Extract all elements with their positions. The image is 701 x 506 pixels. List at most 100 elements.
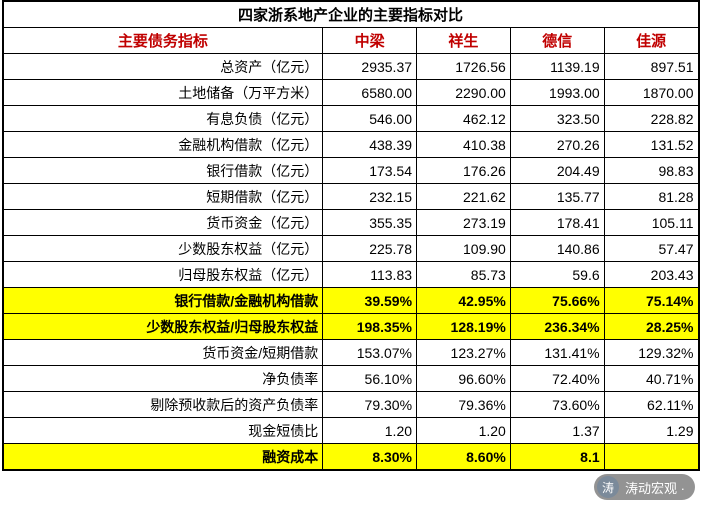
- row-value: 270.26: [510, 132, 604, 158]
- row-value: 438.39: [323, 132, 417, 158]
- row-label: 金融机构借款（亿元）: [3, 132, 323, 158]
- row-value: 462.12: [417, 106, 511, 132]
- row-value: 323.50: [510, 106, 604, 132]
- row-value: 1.37: [510, 418, 604, 444]
- row-label: 归母股东权益（亿元）: [3, 262, 323, 288]
- row-value: 410.38: [417, 132, 511, 158]
- header-label: 主要债务指标: [3, 28, 323, 54]
- row-value: 1993.00: [510, 80, 604, 106]
- row-value: 135.77: [510, 184, 604, 210]
- row-value: 2935.37: [323, 54, 417, 80]
- table-title-row: 四家浙系地产企业的主要指标对比: [3, 2, 698, 28]
- table-row: 货币资金/短期借款153.07%123.27%131.41%129.32%: [3, 340, 698, 366]
- row-value: 153.07%: [323, 340, 417, 366]
- row-value: 75.14%: [604, 288, 698, 314]
- row-value: 1.20: [417, 418, 511, 444]
- row-value: 8.30%: [323, 444, 417, 470]
- table-row: 土地储备（万平方米）6580.002290.001993.001870.00: [3, 80, 698, 106]
- row-label: 剔除预收款后的资产负债率: [3, 392, 323, 418]
- row-value: 546.00: [323, 106, 417, 132]
- row-value: 2290.00: [417, 80, 511, 106]
- row-label: 有息负债（亿元）: [3, 106, 323, 132]
- row-value: 72.40%: [510, 366, 604, 392]
- table-row: 少数股东权益/归母股东权益198.35%128.19%236.34%28.25%: [3, 314, 698, 340]
- row-value: 28.25%: [604, 314, 698, 340]
- row-value: 204.49: [510, 158, 604, 184]
- row-label: 货币资金/短期借款: [3, 340, 323, 366]
- row-value: 59.6: [510, 262, 604, 288]
- row-value: 897.51: [604, 54, 698, 80]
- row-value: 176.26: [417, 158, 511, 184]
- row-value: 203.43: [604, 262, 698, 288]
- row-value: 113.83: [323, 262, 417, 288]
- row-label: 总资产（亿元）: [3, 54, 323, 80]
- row-value: 98.83: [604, 158, 698, 184]
- row-value: 8.60%: [417, 444, 511, 470]
- watermark: 涛 涛动宏观 ·: [594, 474, 695, 500]
- table-row: 净负债率56.10%96.60%72.40%40.71%: [3, 366, 698, 392]
- row-value: 225.78: [323, 236, 417, 262]
- row-value: 140.86: [510, 236, 604, 262]
- comparison-table: 四家浙系地产企业的主要指标对比主要债务指标中梁祥生德信佳源总资产（亿元）2935…: [3, 1, 699, 470]
- table-row: 短期借款（亿元）232.15221.62135.7781.28: [3, 184, 698, 210]
- table-row: 归母股东权益（亿元）113.8385.7359.6203.43: [3, 262, 698, 288]
- row-value: [604, 444, 698, 470]
- row-label: 现金短债比: [3, 418, 323, 444]
- table-row: 有息负债（亿元）546.00462.12323.50228.82: [3, 106, 698, 132]
- header-col: 佳源: [604, 28, 698, 54]
- row-value: 198.35%: [323, 314, 417, 340]
- row-value: 79.36%: [417, 392, 511, 418]
- row-value: 178.41: [510, 210, 604, 236]
- row-label: 土地储备（万平方米）: [3, 80, 323, 106]
- table-row: 总资产（亿元）2935.371726.561139.19897.51: [3, 54, 698, 80]
- row-label: 少数股东权益/归母股东权益: [3, 314, 323, 340]
- table-row: 金融机构借款（亿元）438.39410.38270.26131.52: [3, 132, 698, 158]
- header-col: 德信: [510, 28, 604, 54]
- row-value: 236.34%: [510, 314, 604, 340]
- row-value: 85.73: [417, 262, 511, 288]
- row-value: 355.35: [323, 210, 417, 236]
- row-value: 105.11: [604, 210, 698, 236]
- row-label: 短期借款（亿元）: [3, 184, 323, 210]
- row-value: 123.27%: [417, 340, 511, 366]
- row-value: 81.28: [604, 184, 698, 210]
- table-row: 货币资金（亿元）355.35273.19178.41105.11: [3, 210, 698, 236]
- row-value: 73.60%: [510, 392, 604, 418]
- row-value: 228.82: [604, 106, 698, 132]
- row-value: 232.15: [323, 184, 417, 210]
- row-value: 1870.00: [604, 80, 698, 106]
- watermark-icon-text: 涛: [602, 479, 614, 496]
- watermark-text: 涛动宏观 ·: [625, 478, 685, 497]
- row-value: 56.10%: [323, 366, 417, 392]
- table-title: 四家浙系地产企业的主要指标对比: [3, 2, 698, 28]
- row-label: 银行借款（亿元）: [3, 158, 323, 184]
- row-value: 109.90: [417, 236, 511, 262]
- row-label: 货币资金（亿元）: [3, 210, 323, 236]
- row-value: 57.47: [604, 236, 698, 262]
- row-value: 1.29: [604, 418, 698, 444]
- row-value: 273.19: [417, 210, 511, 236]
- row-value: 1726.56: [417, 54, 511, 80]
- row-value: 75.66%: [510, 288, 604, 314]
- row-value: 1.20: [323, 418, 417, 444]
- header-col: 祥生: [417, 28, 511, 54]
- row-value: 221.62: [417, 184, 511, 210]
- row-value: 39.59%: [323, 288, 417, 314]
- row-value: 62.11%: [604, 392, 698, 418]
- row-value: 128.19%: [417, 314, 511, 340]
- table-row: 银行借款（亿元）173.54176.26204.4998.83: [3, 158, 698, 184]
- table-row: 现金短债比1.201.201.371.29: [3, 418, 698, 444]
- row-value: 173.54: [323, 158, 417, 184]
- table-header-row: 主要债务指标中梁祥生德信佳源: [3, 28, 698, 54]
- table-row: 融资成本8.30%8.60%8.1: [3, 444, 698, 470]
- row-label: 少数股东权益（亿元）: [3, 236, 323, 262]
- row-value: 131.52: [604, 132, 698, 158]
- row-value: 1139.19: [510, 54, 604, 80]
- row-value: 42.95%: [417, 288, 511, 314]
- row-value: 129.32%: [604, 340, 698, 366]
- row-label: 融资成本: [3, 444, 323, 470]
- row-label: 净负债率: [3, 366, 323, 392]
- row-value: 40.71%: [604, 366, 698, 392]
- table-row: 银行借款/金融机构借款39.59%42.95%75.66%75.14%: [3, 288, 698, 314]
- row-value: 8.1: [510, 444, 604, 470]
